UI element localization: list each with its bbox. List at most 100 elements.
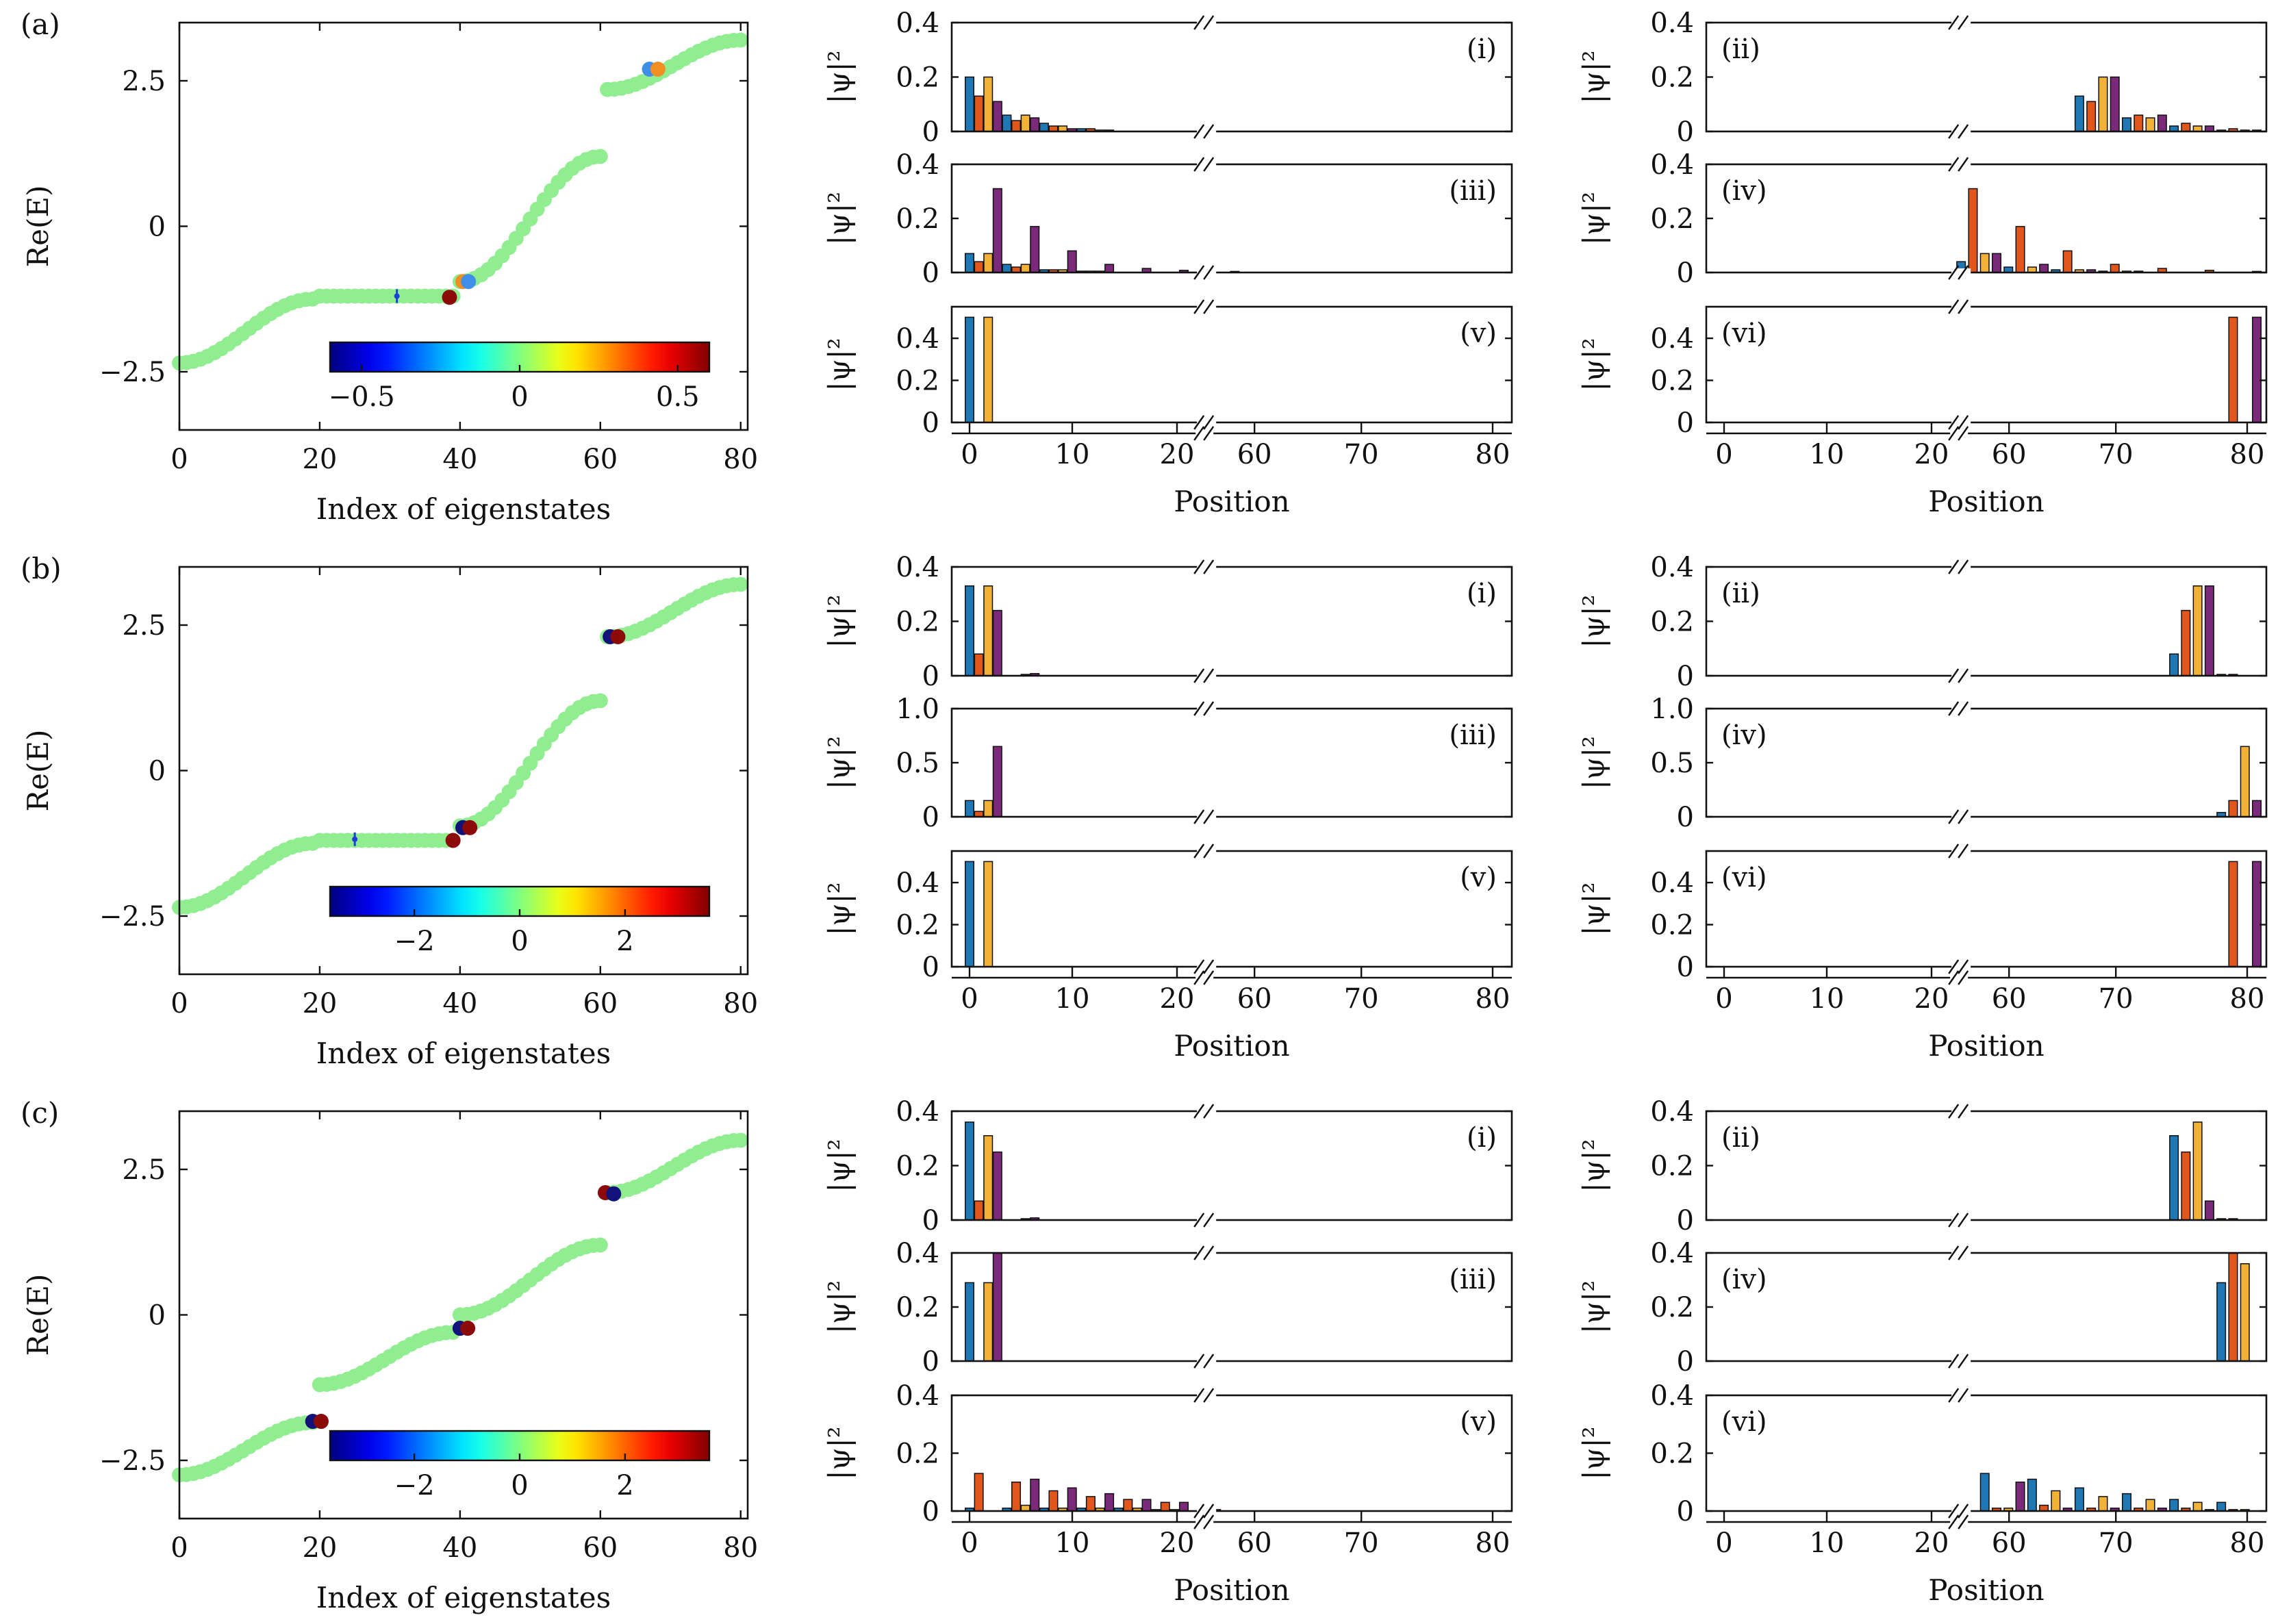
panel-label: (a) [21, 8, 60, 41]
probability-bar [983, 253, 993, 273]
y-tick-label: 2.5 [122, 1154, 166, 1186]
probability-bar [1991, 253, 2002, 273]
x-axis-label: Position [1928, 1573, 2044, 1607]
y-tick-label: 0.5 [896, 748, 939, 779]
probability-bar [2110, 76, 2120, 132]
probability-bar [974, 95, 984, 132]
x-tick-label: 80 [1476, 439, 1510, 470]
x-tick-label: 60 [1237, 439, 1272, 470]
y-tick-label: 1.0 [1650, 694, 1694, 725]
probability-bar [992, 1252, 1002, 1362]
x-tick-label: 40 [442, 444, 477, 475]
axis-break-gap [1951, 1249, 1971, 1257]
axis-break-mark [1203, 15, 1215, 30]
axis-break-gap [1951, 563, 1971, 571]
bar-subplot-iii: 0 0.2 0.4 (iii) |ψ|² [822, 1238, 1513, 1378]
panel-label: (b) [21, 552, 62, 585]
probability-bar [2027, 1478, 2037, 1512]
probability-bar [2110, 264, 2120, 273]
bar-subplot-vi: 0 0.2 0.4 (vi) |ψ|² 0 10 20 60 70 80 Position [1577, 843, 2268, 1063]
x-tick-label: 0 [170, 1532, 188, 1564]
x-tick-label: 80 [2230, 983, 2265, 1015]
y-tick-label: 0.4 [896, 8, 939, 39]
probability-bar [983, 76, 993, 132]
y-tick-label: 0.2 [1650, 366, 1694, 397]
y-tick-label: 0.2 [1650, 203, 1694, 235]
axis-break-gap [1197, 813, 1217, 821]
x-axis-label: Position [1174, 1029, 1289, 1063]
axis-break-gap [1951, 160, 1971, 168]
y-tick-label: 0 [149, 212, 166, 243]
axis-break-mark [1948, 1504, 1960, 1519]
axis-break-mark [1193, 843, 1205, 859]
y-tick-label: 2.5 [122, 610, 166, 642]
axis-break-gap [1951, 1216, 1971, 1224]
axis-break-gap [1197, 1107, 1217, 1115]
y-tick-label: 0.4 [1650, 149, 1694, 181]
state-tag: (i) [1467, 1122, 1497, 1154]
x-tick-label: 10 [1055, 439, 1090, 470]
axis-break-gap [1197, 1249, 1217, 1257]
probability-bar [2216, 1501, 2227, 1512]
y-tick-label: 0.2 [1650, 607, 1694, 638]
axis-break-mark [1203, 265, 1215, 280]
axis-break-gap [1197, 1391, 1217, 1399]
state-tag: (ii) [1721, 578, 1760, 609]
x-tick-label: 80 [2230, 439, 2265, 470]
y-axis-label: |ψ|² [1577, 192, 1610, 245]
probability-bar [983, 1135, 993, 1221]
state-tag: (iv) [1721, 1264, 1767, 1295]
state-tag: (i) [1467, 34, 1497, 65]
axis-break-mark [1958, 124, 1969, 139]
axis-break-gap [1951, 1391, 1971, 1399]
axis-break-mark [1958, 970, 1969, 985]
axis-break-mark [1203, 1104, 1215, 1119]
x-tick-label: 20 [1160, 983, 1195, 1015]
y-tick-label: 0.2 [1650, 1438, 1694, 1470]
colorbar-tick-label: −2 [394, 1470, 435, 1501]
probability-bar [992, 1151, 1002, 1221]
probability-bar [2251, 800, 2262, 817]
axis-break-mark [1958, 701, 1969, 716]
probability-bar [983, 316, 993, 423]
axis-break-mark [1193, 1354, 1205, 1369]
axis-break-mark [1193, 1504, 1205, 1519]
probability-bar [2074, 95, 2084, 132]
bar-frame [950, 566, 1513, 677]
axis-break-gap [1951, 1357, 1971, 1365]
panel-a: (a) 0 20 40 60 80 −2.5 0 2.5 Index of eigenstates… [21, 8, 2268, 526]
probability-bar [2086, 101, 2097, 132]
axis-break-mark [1203, 1354, 1215, 1369]
x-axis-label: Position [1928, 485, 2044, 518]
x-tick-label: 20 [302, 1532, 337, 1564]
axis-break-mark [1958, 426, 1969, 441]
axis-break-mark [1193, 265, 1205, 280]
probability-bar [1030, 117, 1040, 132]
y-tick-label: 0 [149, 756, 166, 787]
axis-break-mark [1948, 15, 1960, 30]
axis-break-mark [1203, 1388, 1215, 1403]
bar-subplot-v: 0 0.2 0.4 (v) |ψ|² 0 10 20 60 70 80 Position [822, 299, 1513, 518]
state-tag: (v) [1460, 1406, 1497, 1438]
axis-break-mark [1203, 1213, 1215, 1228]
x-tick-label: 60 [583, 1532, 618, 1564]
y-axis-label: |ψ|² [822, 594, 856, 648]
axis-break-mark [1203, 415, 1215, 430]
axis-break-mark [1958, 1504, 1969, 1519]
axis-break-mark [1948, 1245, 1960, 1260]
y-tick-label: 0 [1677, 1346, 1694, 1378]
x-tick-label: 80 [723, 988, 758, 1019]
x-tick-label: 10 [1055, 1527, 1090, 1559]
y-tick-label: 0 [922, 257, 939, 289]
axis-break-mark [1203, 1514, 1215, 1530]
x-tick-label: 70 [1344, 439, 1379, 470]
y-tick-label: 0 [1677, 1496, 1694, 1527]
axis-break-mark [1203, 559, 1215, 574]
bar-subplot-iv: 0 0.5 1.0 (iv) |ψ|² [1577, 694, 2268, 833]
bar-subplot-ii: 0 0.2 0.4 (ii) |ψ|² [1577, 1096, 2268, 1236]
axis-break-mark [1193, 1388, 1205, 1403]
axis-break-mark [1193, 1104, 1205, 1119]
probability-bar [2169, 1135, 2179, 1221]
axis-break-gap [1951, 1507, 1971, 1515]
